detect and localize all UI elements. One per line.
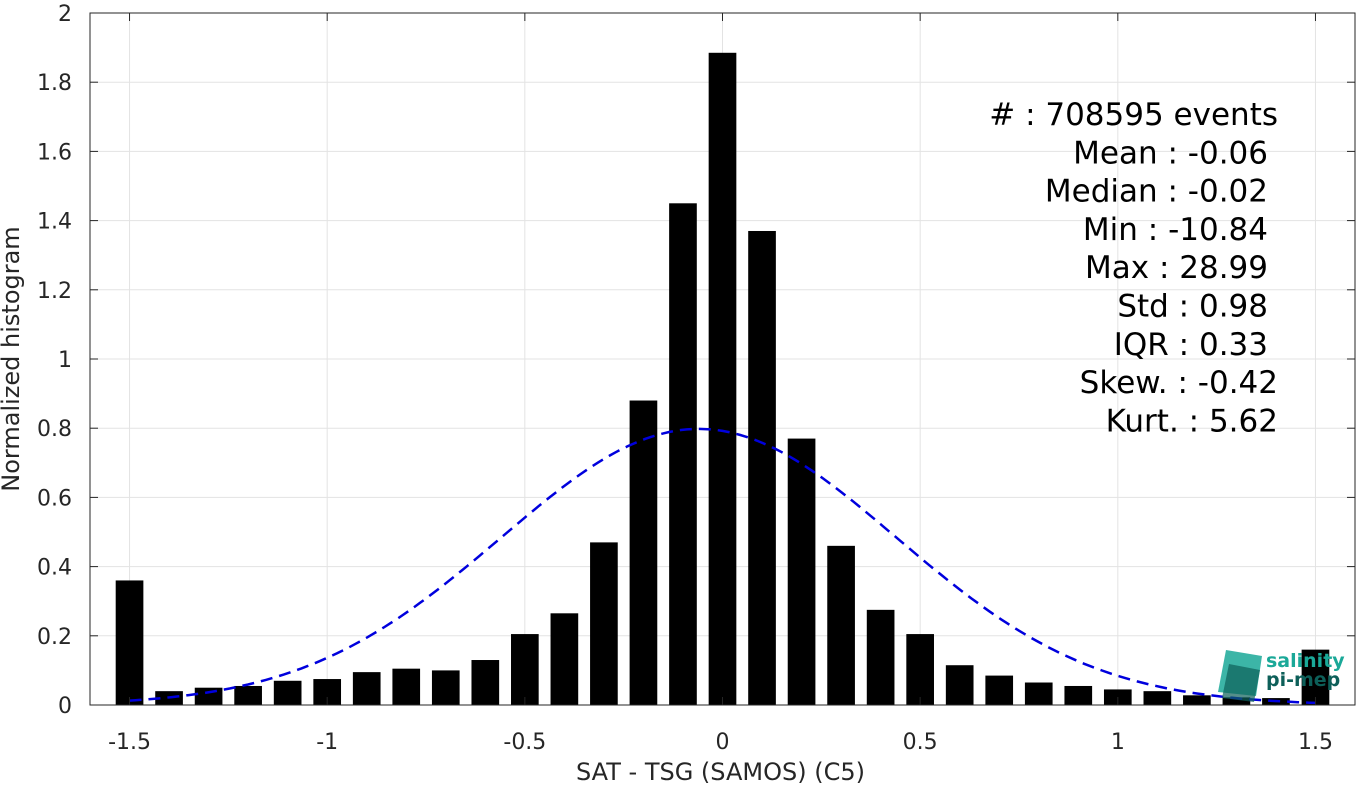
stat-line: IQR : 0.33 bbox=[1114, 327, 1268, 363]
x-axis-ticks: -1.5 -1 -0.5 0 0.5 1 1.5 bbox=[108, 13, 1333, 755]
y-tick-label: 0.2 bbox=[37, 625, 72, 650]
x-tick-label: 0.5 bbox=[903, 730, 938, 755]
logo-waves-icon bbox=[1218, 650, 1262, 702]
histogram-bar bbox=[787, 438, 816, 705]
y-tick-label: 0.8 bbox=[37, 417, 72, 442]
histogram-bar bbox=[629, 400, 658, 705]
histogram-bar bbox=[352, 672, 381, 705]
x-tick-label: -1 bbox=[316, 730, 338, 755]
histogram-bar bbox=[1143, 691, 1172, 705]
y-tick-label: 1.6 bbox=[37, 140, 72, 165]
y-tick-label: 1.2 bbox=[37, 279, 72, 304]
salinity-pi-mep-logo: salinity pi-mep bbox=[1218, 650, 1345, 702]
histogram-bar bbox=[945, 665, 974, 705]
x-tick-label: -1.5 bbox=[108, 730, 151, 755]
x-tick-label: -0.5 bbox=[503, 730, 546, 755]
x-tick-label: 0 bbox=[716, 730, 730, 755]
histogram-bar bbox=[708, 52, 737, 706]
y-axis-label: Normalized histogram bbox=[0, 226, 25, 491]
histogram-bar bbox=[431, 670, 460, 705]
histogram-bar bbox=[1183, 695, 1211, 705]
histogram-bar bbox=[115, 580, 144, 705]
histogram-bar bbox=[511, 634, 539, 705]
histogram-bar bbox=[273, 680, 302, 705]
y-tick-label: 2 bbox=[58, 2, 72, 27]
x-tick-label: 1 bbox=[1111, 730, 1125, 755]
stat-line: Mean : -0.06 bbox=[1073, 135, 1268, 171]
histogram-bar bbox=[392, 668, 421, 705]
histogram-bar bbox=[906, 634, 934, 705]
histogram-bar bbox=[1064, 685, 1093, 705]
y-tick-label: 1 bbox=[58, 348, 72, 373]
histogram-bar bbox=[748, 230, 776, 706]
stat-line: Median : -0.02 bbox=[1045, 174, 1268, 210]
histogram-bar bbox=[827, 545, 855, 705]
stat-line: Std : 0.98 bbox=[1117, 289, 1268, 325]
histogram-bar bbox=[590, 542, 618, 705]
stat-line: Kurt. : 5.62 bbox=[1106, 403, 1278, 439]
y-tick-label: 0 bbox=[58, 694, 72, 719]
logo-text-salinity: salinity bbox=[1266, 650, 1345, 672]
histogram-bar bbox=[234, 685, 262, 705]
logo-text-pi-mep: pi-mep bbox=[1266, 669, 1340, 691]
histogram-bar bbox=[471, 660, 500, 705]
histogram-bar bbox=[866, 609, 895, 705]
y-tick-label: 0.6 bbox=[37, 486, 72, 511]
stat-line: Skew. : -0.42 bbox=[1080, 365, 1278, 401]
histogram-bar bbox=[669, 203, 697, 706]
x-axis-label: SAT - TSG (SAMOS) (C5) bbox=[576, 758, 865, 785]
histogram-bar bbox=[1222, 697, 1251, 705]
histogram-bar bbox=[985, 675, 1014, 705]
y-axis-ticks: 0 0.2 0.4 0.6 0.8 1 1.2 1.4 1.6 1.8 2 bbox=[37, 2, 1355, 719]
histogram-bar bbox=[1024, 682, 1053, 705]
y-tick-label: 1.4 bbox=[37, 210, 72, 235]
x-tick-label: 1.5 bbox=[1298, 730, 1333, 755]
stat-line: Max : 28.99 bbox=[1085, 250, 1268, 286]
histogram-bar bbox=[1301, 649, 1330, 705]
histogram-bar bbox=[550, 613, 579, 705]
y-tick-label: 1.8 bbox=[37, 71, 72, 96]
histogram-bar bbox=[194, 687, 223, 705]
stat-line: # : 708595 events bbox=[989, 97, 1278, 133]
gaussian-fit-curve bbox=[129, 427, 1316, 705]
y-tick-label: 0.4 bbox=[37, 556, 72, 581]
histogram-bars bbox=[115, 52, 1330, 706]
stat-line: Min : -10.84 bbox=[1083, 212, 1268, 248]
